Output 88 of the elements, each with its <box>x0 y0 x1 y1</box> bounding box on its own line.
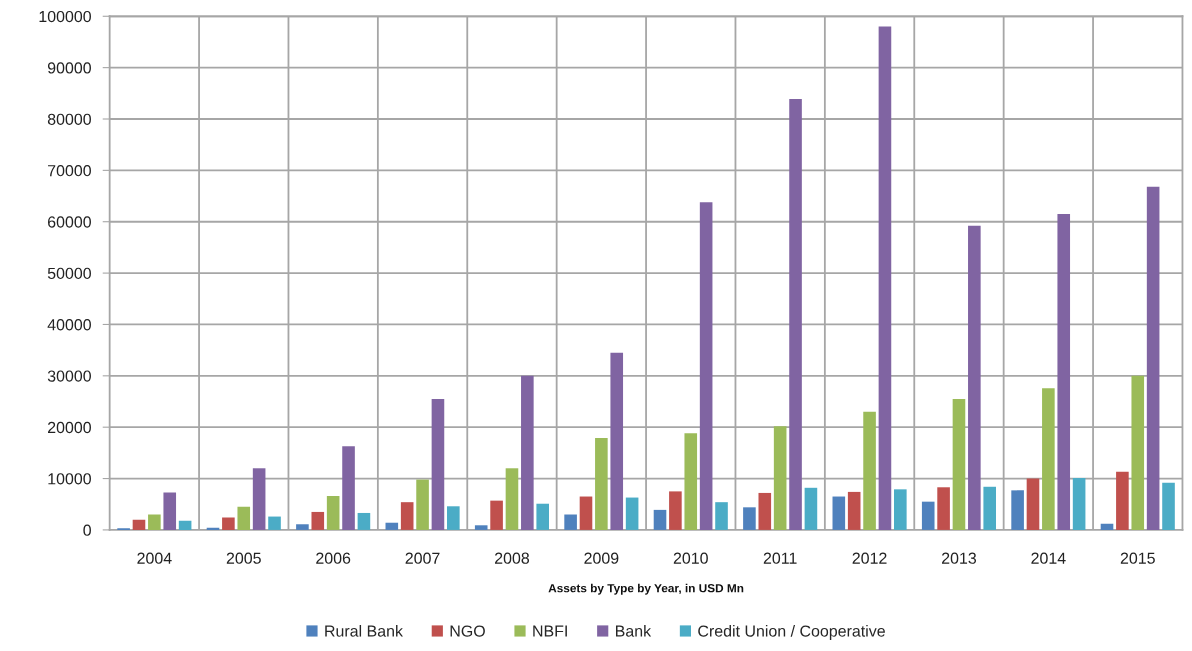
bar <box>804 487 818 530</box>
bar <box>252 468 266 530</box>
bar <box>564 514 577 530</box>
bar <box>863 411 876 530</box>
x-axis-title: Assets by Type by Year, in USD Mn <box>548 583 744 595</box>
x-tick-label: 2005 <box>226 552 261 564</box>
bar <box>385 522 399 530</box>
x-tick-label: 2015 <box>1120 552 1155 564</box>
legend-label: NGO <box>450 625 485 637</box>
bar <box>163 492 177 530</box>
bar <box>148 514 161 530</box>
x-tick-label: 2013 <box>942 552 977 564</box>
y-tick-label: 20000 <box>48 421 91 434</box>
bar <box>983 486 997 530</box>
bar <box>758 492 772 530</box>
x-tick-label: 2014 <box>1031 552 1066 564</box>
bar <box>579 496 593 530</box>
bar <box>222 517 235 530</box>
x-tick-label: 2011 <box>763 552 797 564</box>
bar <box>400 502 414 530</box>
bar <box>878 26 892 530</box>
y-tick-label: 60000 <box>48 216 91 228</box>
bar <box>610 352 624 530</box>
bar <box>789 98 802 530</box>
legend-label: Bank <box>616 624 652 637</box>
bar <box>832 496 846 530</box>
legend-label: NBFI <box>533 625 567 637</box>
bar <box>1042 388 1055 530</box>
bar <box>921 501 935 530</box>
bar <box>132 519 146 530</box>
x-tick-label: 2009 <box>584 552 619 564</box>
bar <box>416 479 429 530</box>
bar <box>625 497 639 530</box>
legend-label: Rural Bank <box>325 624 403 637</box>
bar <box>684 433 698 530</box>
bar <box>1131 375 1145 530</box>
bar <box>447 506 460 530</box>
bar <box>1011 490 1024 530</box>
legend-label: Credit Union / Cooperative <box>698 624 885 640</box>
bar <box>669 491 682 530</box>
bar <box>311 511 325 530</box>
bar <box>968 225 981 530</box>
bar <box>237 506 251 530</box>
bar <box>1026 478 1040 530</box>
x-tick-label: 2012 <box>852 552 887 564</box>
bar <box>536 503 550 530</box>
bar <box>490 500 503 530</box>
bar <box>474 525 488 530</box>
bar <box>326 496 340 530</box>
bar <box>1057 214 1071 530</box>
bar <box>952 398 966 530</box>
bar <box>431 398 445 530</box>
x-tick-label: 2010 <box>673 552 708 564</box>
y-tick-label: 0 <box>83 524 91 536</box>
bar <box>206 527 220 530</box>
bar <box>715 502 728 530</box>
x-tick-label: 2004 <box>137 552 172 564</box>
bar <box>847 491 861 530</box>
bar <box>743 507 756 530</box>
bar <box>1162 482 1175 530</box>
bar <box>1146 186 1160 530</box>
bar <box>505 468 519 530</box>
y-tick-label: 80000 <box>47 113 91 125</box>
y-tick-label: 40000 <box>47 319 91 331</box>
y-tick-label: 70000 <box>48 165 91 177</box>
bar <box>595 437 608 530</box>
x-tick-label: 2007 <box>405 552 440 564</box>
bar <box>1072 478 1086 530</box>
y-tick-label: 10000 <box>48 473 91 485</box>
bar <box>773 426 787 530</box>
x-tick-label: 2008 <box>495 552 530 564</box>
bar <box>357 512 371 530</box>
y-tick-label: 50000 <box>47 267 91 280</box>
bar <box>296 524 309 530</box>
bar <box>937 487 950 530</box>
y-tick-label: 100000 <box>39 10 91 23</box>
y-tick-label: 90000 <box>47 62 91 74</box>
bar <box>521 375 534 530</box>
bar <box>342 446 355 530</box>
bar <box>699 202 713 530</box>
bar <box>178 520 192 530</box>
bar <box>894 489 907 530</box>
bar <box>1116 471 1129 530</box>
x-tick-label: 2006 <box>316 552 351 564</box>
bar <box>268 516 281 530</box>
bar <box>1100 523 1114 530</box>
y-tick-label: 30000 <box>47 370 91 382</box>
bar <box>653 509 667 530</box>
